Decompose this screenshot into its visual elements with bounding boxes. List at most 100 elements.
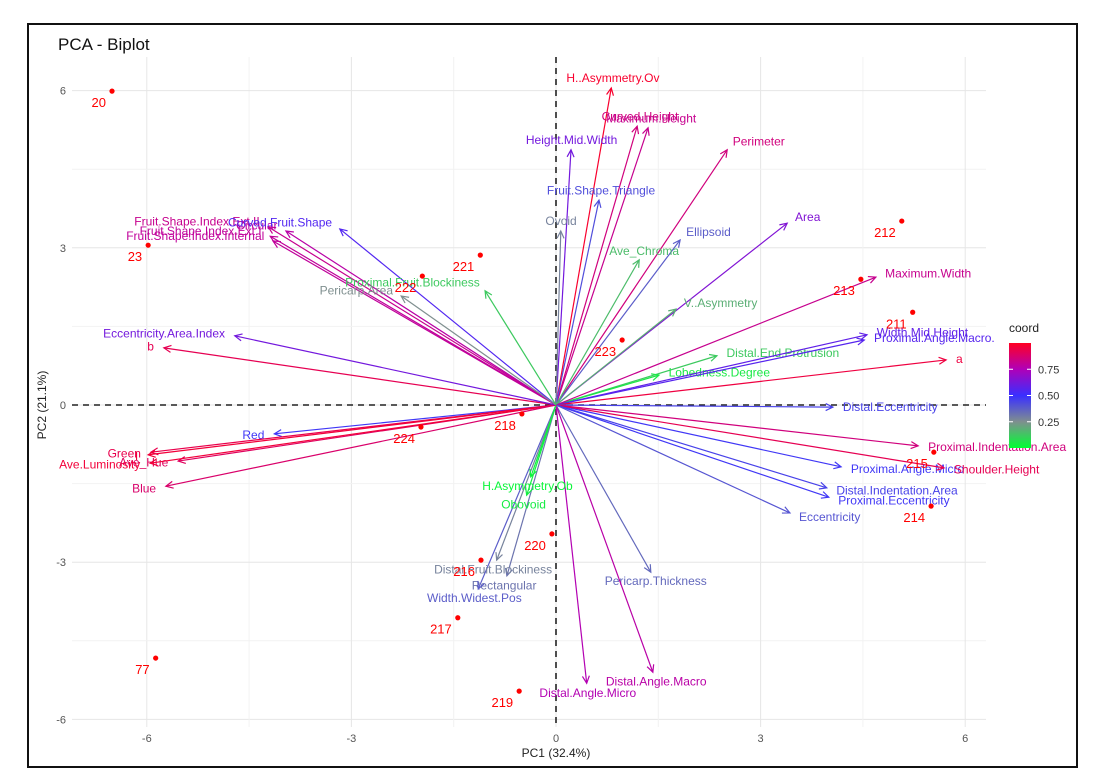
arrow-line [234,335,557,406]
arrow-line [555,374,660,406]
variable-label: a [956,352,963,366]
arrow-line [477,404,557,590]
x-tick-label: 3 [758,733,764,745]
variable-label: Blue [132,481,156,495]
y-axis-label: PC2 (21.1%) [35,371,49,440]
arrow-line [150,404,557,464]
arrow-line [163,347,557,406]
arrow-head [593,198,602,209]
arrow-line [555,404,654,673]
arrow-head [825,403,835,412]
variable-label: Area [795,210,821,224]
arrow-head [477,580,485,591]
arrow-line [285,230,557,406]
arrow-line [555,239,681,406]
arrow-head [632,258,640,268]
arrow-line [555,404,829,498]
arrow-line [555,404,588,684]
variable-label: Ave.Luminosity [59,458,140,472]
point-label: 222 [395,280,417,295]
legend-tick-label: 0.75 [1038,364,1059,376]
point-label: 20 [92,95,106,110]
variable-label: b [147,339,154,353]
variable-label: Maximum.Height [606,111,697,125]
variable-label: Ave_Chroma [609,244,679,258]
arrow-line [555,404,652,573]
arrow-line [148,404,557,456]
variable-label: Red [242,428,264,442]
data-point [478,557,484,563]
arrow-line [274,404,557,435]
arrow-head [650,373,661,381]
arrow-head [338,228,348,237]
arrow-head [936,462,946,471]
arrow-line [555,308,677,406]
arrow-line [555,127,649,406]
arrow-line [555,231,562,406]
x-tick-label: 6 [962,733,968,745]
arrow-head [495,552,503,562]
arrow-head [818,481,829,490]
variable-label: Curved.Height [602,110,679,124]
variable-label: Pericarp.Area [320,283,394,297]
data-point [899,218,905,224]
legend-colorbar [1009,343,1031,448]
arrow-line [555,339,865,406]
point-label: 217 [430,622,452,637]
arrow-head [708,353,719,362]
arrow-head [400,295,410,304]
arrow-head [646,664,655,674]
data-point [455,615,461,621]
arrow-line [555,87,612,406]
arrow-line [165,404,557,487]
arrow-head [781,506,792,514]
data-point [477,252,483,258]
arrow-line [555,404,833,408]
arrow-head [504,567,513,578]
arrow-line [555,126,638,406]
arrow-head [938,356,948,365]
variable-label: Width.Mid.Height [877,326,969,340]
arrow-line [339,228,557,406]
arrow-head [719,148,728,158]
arrow-line [555,199,600,406]
variable-label: H..Asymmetry.Ov [566,71,659,85]
variable-label: Distal.Eccentricity [843,400,938,414]
arrow-head [631,124,640,135]
variable-label: Distal.Fruit.Blockiness [434,562,552,576]
point-label: 213 [833,283,855,298]
variable-label: Perimeter [733,135,785,149]
arrow-head [833,461,843,470]
arrow-head [642,126,650,136]
variable-label: Distal.Indentation.Area [836,484,958,498]
variable-label: Circular [236,219,277,233]
y-tick-label: 0 [60,400,66,412]
arrow-line [526,404,557,496]
data-point [516,688,522,694]
arrow-line [555,404,827,489]
arrow-line [400,295,557,406]
point-label: 212 [874,225,896,240]
variable-label: Fruit.Shape.Index.Internal [126,229,264,243]
data-point [549,531,555,537]
variable-label: Shoulder.Height [954,462,1040,476]
variable-label: Ovoid [545,214,576,228]
arrow-head [856,337,866,346]
x-tick-label: -6 [142,733,152,745]
arrow-head [272,429,283,438]
variable-label: V..Asymmetry [684,296,758,310]
point-label: 23 [128,249,142,264]
arrow-head [910,441,920,450]
arrow-head [484,289,493,299]
arrow-head [233,333,243,342]
arrow-head [643,564,652,574]
arrow-head [556,229,565,239]
y-tick-label: 3 [60,243,66,255]
data-point [519,411,525,417]
x-axis-label: PC1 (32.4%) [522,746,591,760]
variable-label: Fruit.Shape.Triangle [547,183,656,197]
legend-tick-label: 0.25 [1038,417,1059,429]
axis-ticks: -6 -3 0 3 6 -6 -3 0 3 6 [56,86,968,745]
arrow-line [484,290,557,406]
